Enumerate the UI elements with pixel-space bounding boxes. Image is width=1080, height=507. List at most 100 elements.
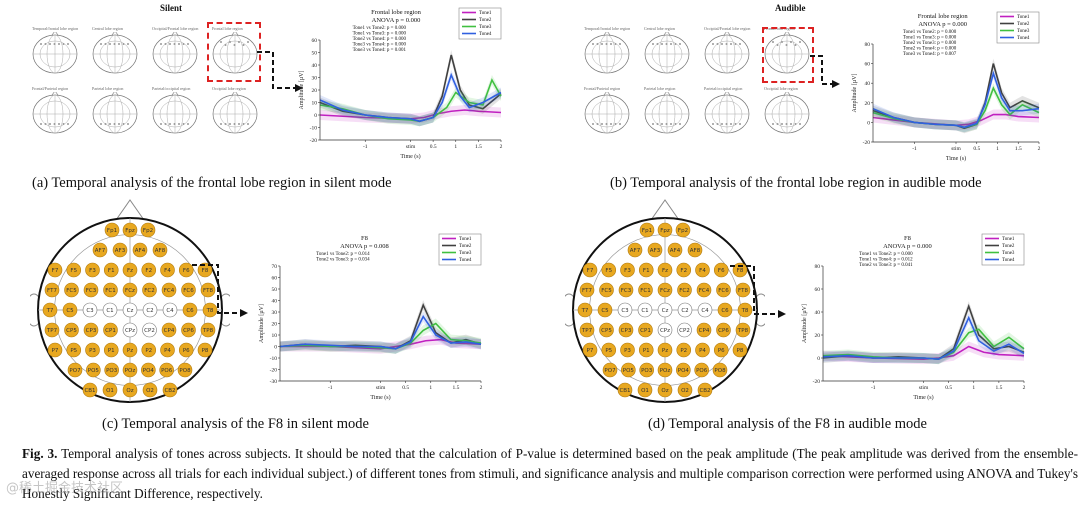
- mini-head-icon: [212, 32, 258, 74]
- electrode-af4: AF4: [667, 242, 683, 258]
- stat-line: Tone2 vs Tone4: p = 0.000: [353, 37, 407, 42]
- electrode-oz: Oz: [122, 382, 138, 398]
- y-tick-label: 10: [272, 333, 278, 339]
- svg-text:T7: T7: [46, 308, 54, 314]
- y-tick-label: 80: [865, 42, 871, 48]
- caption-a: (a) Temporal analysis of the frontal lob…: [32, 175, 392, 191]
- svg-text:CB2: CB2: [699, 388, 710, 394]
- electrode-tp7: TP7: [44, 322, 60, 338]
- figure-label: Fig. 3.: [22, 446, 58, 461]
- x-tick-label: stim: [951, 146, 961, 152]
- electrode-t8: T8: [202, 302, 218, 318]
- electrode-af4: AF4: [132, 242, 148, 258]
- electrode-c5: C5: [597, 302, 613, 318]
- electrode-cz: Cz: [657, 302, 673, 318]
- svg-text:CB1: CB1: [84, 388, 95, 394]
- svg-text:CP2: CP2: [144, 328, 155, 334]
- svg-text:C6: C6: [721, 308, 729, 314]
- anova-label: ANOVA p = 0.000: [883, 243, 932, 250]
- svg-text:TP8: TP8: [737, 328, 749, 334]
- svg-text:P3: P3: [624, 348, 631, 354]
- svg-text:P1: P1: [108, 348, 115, 354]
- electrode-fc6: FC6: [716, 282, 731, 298]
- svg-text:Fp2: Fp2: [143, 228, 153, 234]
- figure-caption: Fig. 3. Temporal analysis of tones acros…: [22, 444, 1078, 504]
- electrode-p2: P2: [141, 342, 157, 358]
- electrode-fp2: Fp2: [140, 222, 156, 238]
- electrode-t8: T8: [737, 302, 753, 318]
- electrode-p2: P2: [676, 342, 692, 358]
- svg-text:FC4: FC4: [699, 288, 710, 294]
- electrode-f1: F1: [103, 262, 119, 278]
- electrode-fc4: FC4: [696, 282, 712, 298]
- electrode-c4: C4: [162, 302, 178, 318]
- legend-label: Tone3: [1017, 29, 1030, 34]
- svg-text:PO7: PO7: [69, 368, 81, 374]
- mini-head-icon: [152, 92, 198, 134]
- x-tick-label: 1: [996, 146, 999, 152]
- svg-text:FC1: FC1: [105, 288, 116, 294]
- electrode-cp1: CP1: [638, 322, 653, 338]
- svg-text:O2: O2: [146, 388, 154, 394]
- mini-head-icon: [644, 92, 690, 134]
- electrode-cp4: CP4: [161, 322, 177, 338]
- y-tick-label: 60: [865, 62, 871, 68]
- svg-text:CP3: CP3: [86, 328, 97, 334]
- svg-text:FC3: FC3: [621, 288, 632, 294]
- electrode-f2: F2: [141, 262, 157, 278]
- x-tick-label: 1: [972, 385, 975, 391]
- electrode-f6: F6: [713, 262, 729, 278]
- mini-head-icon: [704, 32, 750, 74]
- electrode-p8: P8: [197, 342, 213, 358]
- electrode-p7: P7: [582, 342, 598, 358]
- chart-axes: [279, 266, 481, 382]
- electrode-o1: O1: [102, 382, 118, 398]
- y-tick-label: -20: [813, 379, 821, 385]
- anova-label: ANOVA p = 0.008: [340, 243, 389, 250]
- y-tick-label: 60: [272, 276, 278, 282]
- x-tick-label: -1: [912, 146, 917, 152]
- series-line-tone4: [279, 315, 482, 350]
- svg-text:P3: P3: [89, 348, 96, 354]
- electrode-fc5: FC5: [599, 282, 614, 298]
- legend-label: Tone4: [1002, 258, 1015, 263]
- legend-label: Tone4: [459, 258, 472, 263]
- electrode-tp7: TP7: [579, 322, 595, 338]
- svg-text:T8: T8: [206, 308, 214, 314]
- svg-text:Pz: Pz: [127, 348, 133, 354]
- electrode-af3: AF3: [112, 242, 128, 258]
- svg-text:C3: C3: [86, 308, 94, 314]
- electrode-cp2: CP2: [142, 322, 157, 338]
- mini-head-icon: [764, 32, 810, 74]
- electrode-fc6: FC6: [181, 282, 196, 298]
- y-tick-label: 20: [272, 322, 278, 328]
- chart-svg: 80 60 40 20 0 -20 -1 stim 0.5 1 1.5 2 Time (s) Amplit…: [852, 11, 1041, 162]
- chart-title: F8: [361, 235, 368, 242]
- svg-text:F4: F4: [164, 268, 171, 274]
- mini-head-title: Occipital lobe region: [764, 86, 798, 91]
- anova-label: ANOVA p = 0.000: [918, 21, 967, 28]
- electrode-f3: F3: [620, 262, 635, 278]
- y-tick-label: 0: [274, 345, 277, 351]
- svg-text:C2: C2: [146, 308, 153, 314]
- x-axis-label: Time (s): [400, 153, 420, 160]
- x-tick-label: stim: [376, 385, 386, 391]
- x-tick-label: -1: [871, 385, 876, 391]
- legend-label: Tone4: [479, 32, 492, 37]
- svg-text:PO4: PO4: [143, 368, 155, 374]
- svg-text:PO3: PO3: [641, 368, 653, 374]
- svg-text:PO3: PO3: [106, 368, 118, 374]
- y-tick-label: 50: [312, 51, 318, 57]
- svg-text:P5: P5: [605, 348, 612, 354]
- caption-d: (d) Temporal analysis of the F8 in audib…: [648, 416, 927, 432]
- mini-head-title: Parietal lobe region: [644, 86, 676, 91]
- electrode-c4: C4: [697, 302, 713, 318]
- chart-f8-silent: 70 60 50 40 30 20 10 0 -10 -20 -30 -1 stim 0.5 1 1.5 2 Ti…: [252, 232, 487, 407]
- mini-head-title: Occipital/Frontal lobe region: [152, 26, 199, 31]
- electrode-p1: P1: [638, 342, 654, 358]
- chart-f8-audible: 80 60 40 20 0 -20 -1 stim 0.5 1 1.5 2 Time (s) Amplit…: [795, 232, 1030, 407]
- svg-text:Fpz: Fpz: [660, 228, 670, 234]
- stat-line: Tone3 vs Tone4: p = 0.001: [353, 48, 407, 53]
- svg-text:C3: C3: [621, 308, 629, 314]
- y-tick-label: 60: [815, 287, 821, 293]
